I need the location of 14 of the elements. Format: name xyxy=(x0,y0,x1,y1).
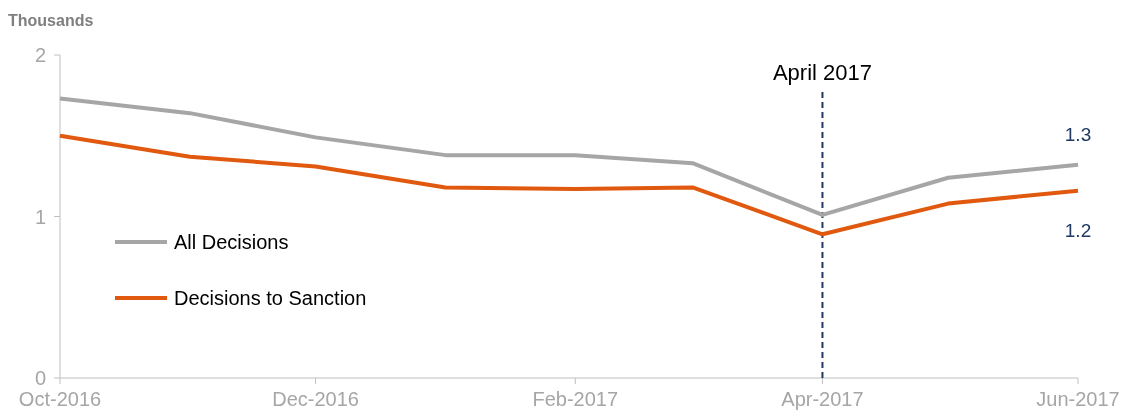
legend-label: All Decisions xyxy=(174,231,289,253)
ref-line-label: April 2017 xyxy=(772,60,872,85)
data-label: 1.3 xyxy=(1064,123,1092,145)
y-tick-label: 1 xyxy=(34,205,46,228)
x-tick-label: Dec-2016 xyxy=(272,388,359,410)
y-tick-label: 2 xyxy=(34,44,46,66)
y-axis-title: Thousands xyxy=(8,12,94,29)
x-tick-label: Oct-2016 xyxy=(18,388,102,410)
x-tick-label: Feb-2017 xyxy=(532,388,619,410)
legend-label: Decisions to Sanction xyxy=(174,287,367,309)
data-label: 1.2 xyxy=(1064,219,1092,241)
x-tick-label: Apr-2017 xyxy=(781,388,864,410)
x-tick-label: Jun-2017 xyxy=(1036,388,1120,410)
y-tick-label: 0 xyxy=(34,367,46,389)
